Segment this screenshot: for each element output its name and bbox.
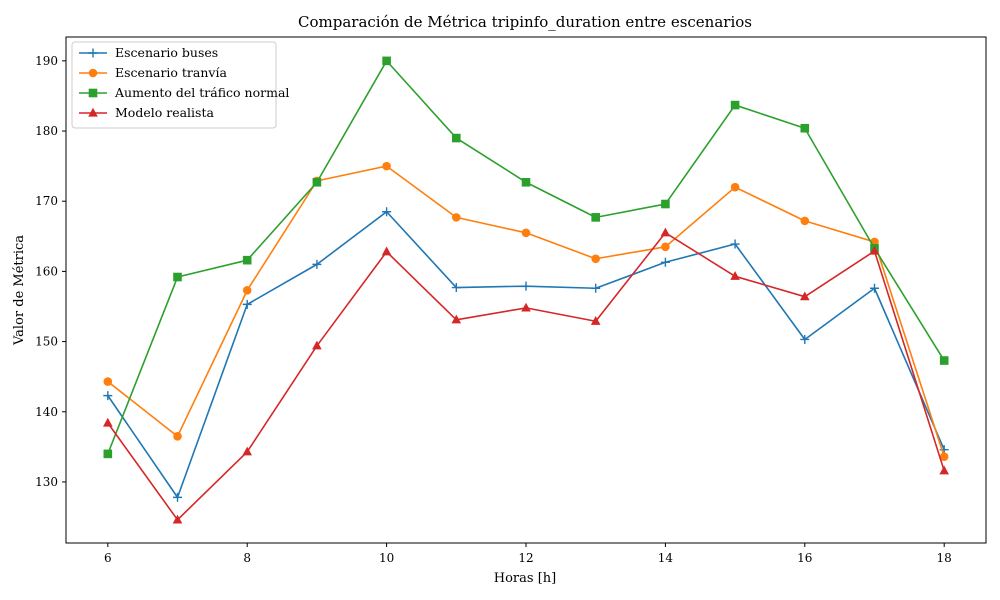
y-axis-label: Valor de Métrica <box>12 235 27 346</box>
legend-item: Escenario buses <box>79 45 218 60</box>
data-point <box>800 334 810 344</box>
data-point <box>242 255 252 265</box>
legend-label: Escenario tranvía <box>115 65 227 80</box>
data-point <box>590 316 601 325</box>
x-tick-label: 10 <box>379 551 394 565</box>
data-point <box>591 283 601 293</box>
x-axis-label: Horas [h] <box>494 571 556 586</box>
y-tick-label: 160 <box>35 264 58 278</box>
x-tick-label: 12 <box>518 551 533 565</box>
y-tick-label: 170 <box>35 194 58 208</box>
data-point <box>799 291 810 301</box>
legend-item: Escenario tranvía <box>79 65 227 80</box>
data-point <box>661 242 670 252</box>
data-point <box>382 161 391 171</box>
data-point <box>660 257 670 267</box>
x-tick-label: 14 <box>658 551 674 565</box>
data-point <box>939 465 949 475</box>
data-point <box>382 56 391 66</box>
data-point <box>173 272 182 282</box>
data-point <box>451 314 462 324</box>
legend-marker <box>88 88 98 98</box>
data-point <box>521 281 531 291</box>
y-tick-label: 180 <box>35 124 58 138</box>
legend-marker <box>88 107 98 117</box>
data-point <box>103 417 113 427</box>
chart-title: Comparación de Métrica tripinfo_duration… <box>298 13 752 31</box>
x-axis: 6 8 10 12 14 16 18 <box>104 543 952 565</box>
x-tick-label: 16 <box>797 551 812 565</box>
data-point <box>312 177 322 187</box>
data-point <box>103 391 113 401</box>
data-point <box>591 254 600 264</box>
data-point <box>312 259 322 269</box>
data-point <box>730 182 740 192</box>
data-point <box>869 245 880 255</box>
data-point <box>939 452 949 461</box>
data-point <box>939 356 949 365</box>
y-tick-label: 150 <box>35 335 58 349</box>
series-2 <box>103 161 949 461</box>
data-point <box>521 177 531 187</box>
data-point <box>800 123 810 133</box>
data-point <box>660 227 671 237</box>
series-line <box>107 232 945 521</box>
series-4 <box>103 227 949 524</box>
x-tick-label: 6 <box>104 551 112 565</box>
legend-item: Aumento del tráfico normal <box>79 85 289 100</box>
data-point <box>661 199 670 209</box>
data-point <box>452 213 461 222</box>
series-layer <box>103 56 949 524</box>
data-point <box>312 340 322 350</box>
x-tick-label: 18 <box>937 551 952 565</box>
legend-box <box>71 41 277 129</box>
data-point <box>452 133 461 143</box>
y-tick-label: 140 <box>35 405 58 419</box>
data-point <box>172 514 183 524</box>
legend-label: Aumento del tráfico normal <box>114 85 289 100</box>
series-line <box>107 210 945 499</box>
data-point <box>103 449 113 459</box>
data-point <box>242 446 253 456</box>
legend: Escenario buses Escenario tranvía Aumento … <box>71 41 289 129</box>
data-point <box>451 283 461 293</box>
data-point <box>730 271 740 280</box>
legend-label: Escenario buses <box>115 45 218 60</box>
legend-label: Modelo realista <box>115 105 214 120</box>
y-axis: 130 140 150 160 170 180 190 <box>35 54 66 489</box>
data-point <box>173 492 183 502</box>
y-tick-label: 190 <box>35 54 58 68</box>
data-point <box>521 302 531 312</box>
data-point <box>730 100 740 110</box>
data-point <box>103 377 113 386</box>
data-point <box>869 283 879 293</box>
data-point <box>730 239 740 249</box>
data-point <box>591 213 600 222</box>
data-point <box>242 299 252 309</box>
x-tick-label: 8 <box>243 551 251 565</box>
data-point <box>521 228 531 238</box>
data-point <box>173 432 182 441</box>
data-point <box>800 216 810 226</box>
legend-item: Modelo realista <box>79 105 214 120</box>
series-1 <box>103 207 949 502</box>
legend-marker <box>88 48 98 58</box>
legend-marker <box>88 68 98 78</box>
data-point <box>381 246 392 256</box>
data-point <box>382 207 392 217</box>
data-point <box>242 286 252 295</box>
y-tick-label: 130 <box>35 475 58 489</box>
